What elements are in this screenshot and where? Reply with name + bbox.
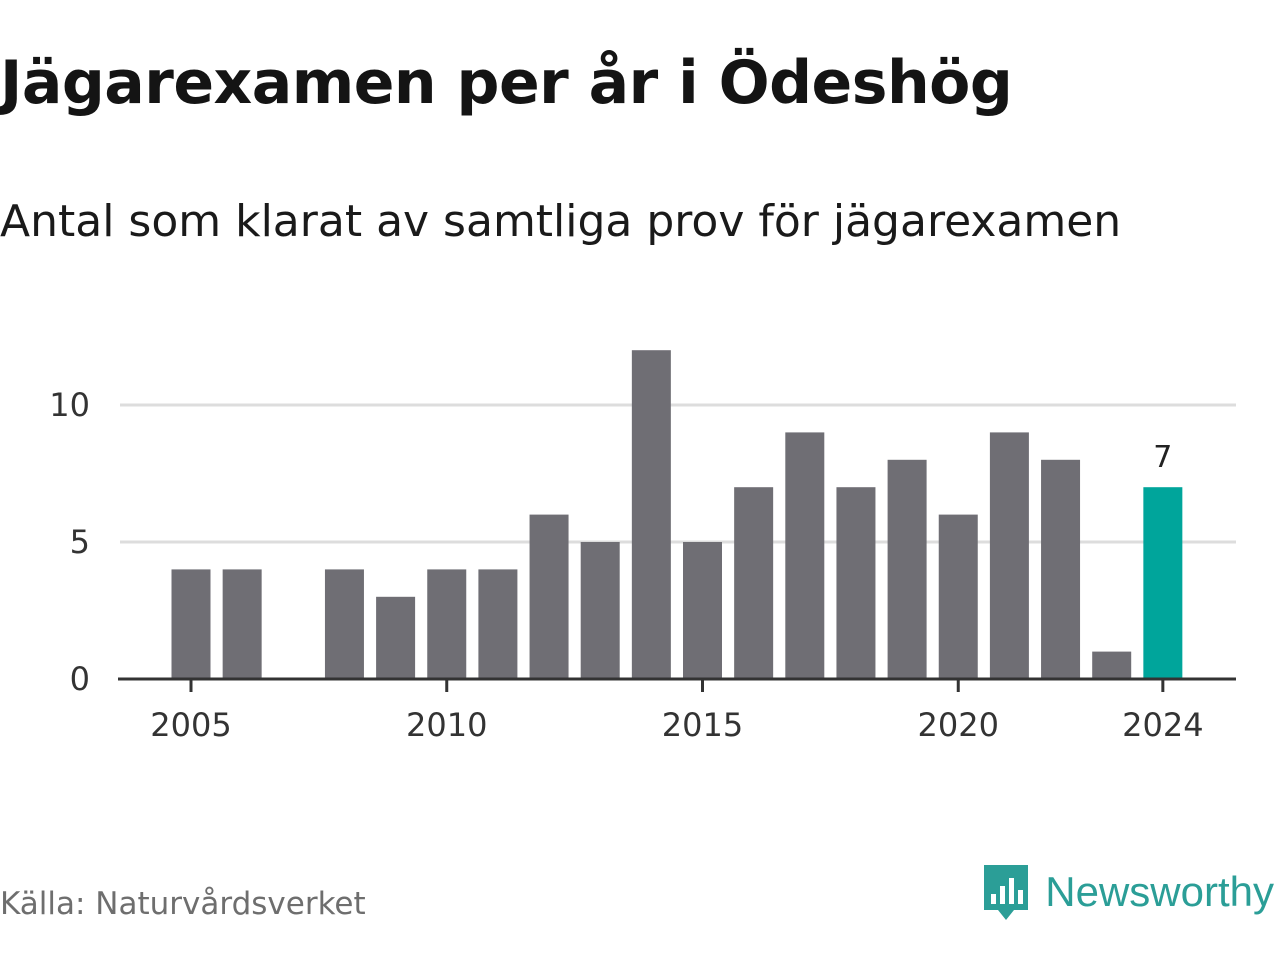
- bar: [580, 542, 620, 679]
- chart-subtitle: Antal som klarat av samtliga prov för jä…: [0, 196, 1122, 247]
- y-tick-label: 0: [70, 660, 90, 698]
- y-tick-label: 5: [70, 523, 90, 561]
- bar: [631, 350, 671, 679]
- bar-highlight: [1143, 487, 1183, 679]
- axes: [118, 677, 1236, 692]
- bar: [734, 487, 774, 679]
- brand-name: Newsworthy: [1045, 868, 1274, 915]
- x-tick-label: 2015: [662, 706, 743, 744]
- bar: [324, 569, 364, 679]
- bar: [1092, 651, 1132, 679]
- y-tick-label: 10: [49, 386, 90, 424]
- bar: [785, 432, 825, 679]
- bar: [478, 569, 518, 679]
- bar-chart: 0 5 10 7 2005 2010 2015 2020 2024: [49, 350, 1236, 744]
- bars: [171, 350, 1183, 679]
- brand-logo: Newsworthy: [981, 862, 1274, 922]
- bar: [427, 569, 467, 679]
- bar: [989, 432, 1029, 679]
- x-tick-label: 2005: [150, 706, 231, 744]
- bar: [529, 514, 569, 679]
- bar: [683, 542, 722, 679]
- x-tick-label: 2010: [406, 706, 487, 744]
- bar: [376, 596, 416, 679]
- newsworthy-logo-icon: [984, 865, 1029, 920]
- bar: [1041, 459, 1081, 679]
- bar: [222, 569, 262, 679]
- data-label: 7: [1153, 440, 1172, 475]
- bar: [836, 487, 876, 679]
- bar: [887, 459, 927, 679]
- bar: [938, 514, 978, 679]
- source-note: Källa: Naturvårdsverket: [0, 886, 366, 922]
- chart-title: Jägarexamen per år i Ödeshög: [0, 48, 1013, 118]
- labels: 0 5 10 7 2005 2010 2015 2020 2024: [49, 386, 1203, 744]
- x-tick-label: 2020: [918, 706, 999, 744]
- x-tick-label: 2024: [1122, 706, 1203, 744]
- bar: [171, 569, 211, 679]
